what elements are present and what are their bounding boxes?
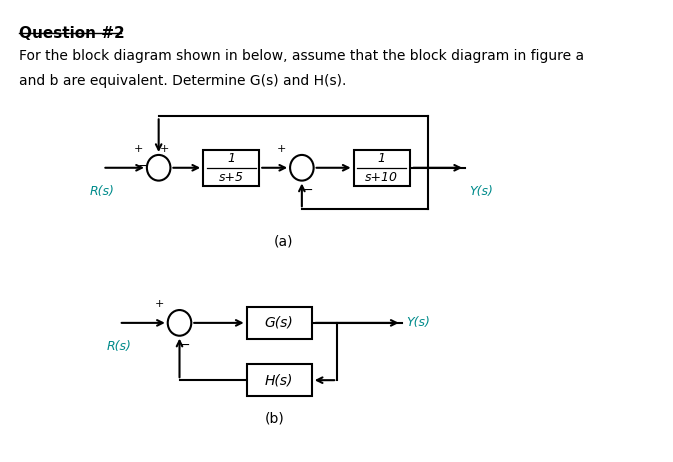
- Bar: [353, 150, 410, 186]
- Text: 1: 1: [227, 152, 235, 164]
- Text: Question #2: Question #2: [19, 26, 125, 42]
- Text: For the block diagram shown in below, assume that the block diagram in figure a: For the block diagram shown in below, as…: [19, 49, 584, 63]
- Text: +: +: [160, 144, 169, 154]
- Text: +: +: [155, 299, 164, 309]
- Text: Y(s): Y(s): [406, 316, 430, 329]
- Bar: [203, 150, 259, 186]
- Text: 1: 1: [378, 152, 386, 164]
- Text: and b are equivalent. Determine G(s) and H(s).: and b are equivalent. Determine G(s) and…: [19, 74, 347, 88]
- Text: G(s): G(s): [265, 316, 293, 330]
- Text: s+10: s+10: [365, 171, 398, 184]
- Text: +: +: [134, 144, 143, 154]
- Bar: [246, 307, 312, 339]
- Bar: [246, 364, 312, 396]
- Text: −: −: [137, 160, 148, 173]
- Text: +: +: [277, 144, 287, 154]
- Text: H(s): H(s): [265, 373, 293, 387]
- Text: Y(s): Y(s): [470, 184, 493, 198]
- Text: R(s): R(s): [90, 184, 115, 198]
- Text: (a): (a): [274, 235, 293, 249]
- Text: s+5: s+5: [219, 171, 244, 184]
- Text: −: −: [303, 183, 313, 196]
- Text: R(s): R(s): [106, 340, 131, 353]
- Text: −: −: [180, 339, 190, 352]
- Text: (b): (b): [264, 412, 285, 426]
